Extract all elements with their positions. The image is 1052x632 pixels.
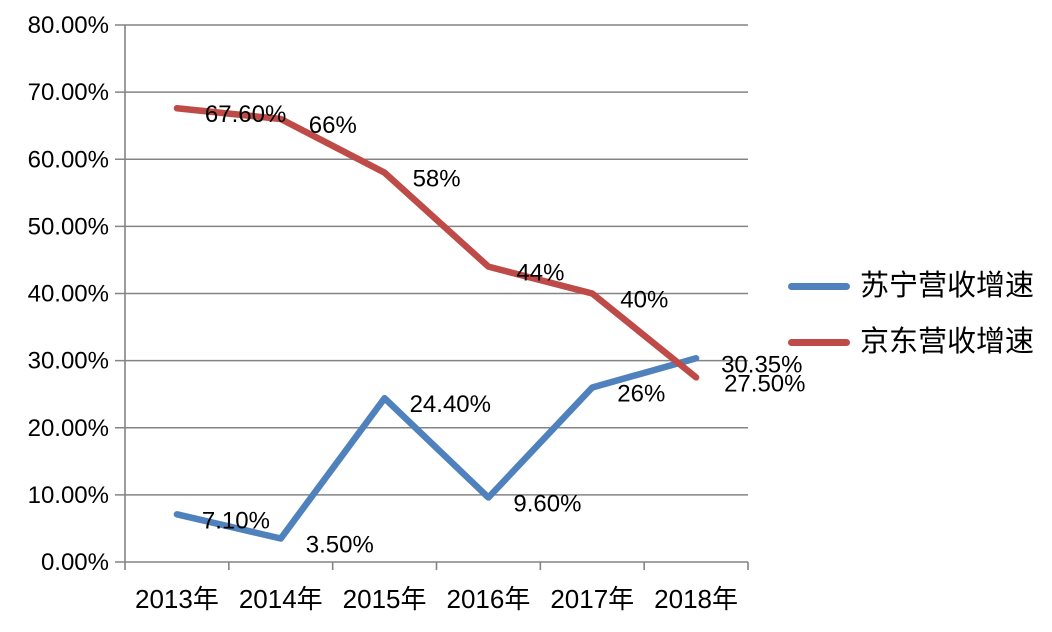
data-label-series-0: 7.10% [202,507,270,534]
data-label-series-1: 27.50% [724,370,805,397]
data-label-series-0: 24.40% [410,391,491,418]
series-line-0 [173,355,700,542]
legend-item-jd: 京东营收增速 [788,322,1034,362]
y-axis-tick-label: 60.00% [28,146,109,173]
legend: 苏宁营收增速 京东营收增速 [788,266,1034,362]
legend-label-suning: 苏宁营收增速 [860,269,1035,302]
x-axis-tick-label: 2015年 [343,584,427,614]
series-line-1 [173,104,700,381]
legend-label-jd: 京东营收增速 [860,325,1035,358]
x-axis-tick-label: 2016年 [446,584,530,614]
data-label-series-0: 9.60% [513,491,581,518]
y-axis-tick-label: 30.00% [28,348,109,375]
legend-line-blue-icon [788,282,850,290]
y-axis-tick-label: 50.00% [28,213,109,240]
data-label-series-1: 66% [309,112,357,139]
y-axis-tick-label: 70.00% [28,79,109,106]
data-label-series-0: 26% [617,380,665,407]
y-axis-tick-label: 20.00% [28,415,109,442]
x-axis-tick-label: 2017年 [550,584,634,614]
y-axis-tick-label: 40.00% [28,281,109,308]
y-axis-tick-label: 80.00% [28,12,109,39]
y-axis-tick-label: 10.00% [28,482,109,509]
data-label-series-0: 3.50% [306,532,374,559]
legend-item-suning: 苏宁营收增速 [788,266,1034,306]
legend-line-red-icon [788,338,850,346]
data-label-series-1: 58% [413,166,461,193]
data-label-series-1: 40% [620,287,668,314]
y-axis-tick-label: 0.00% [41,549,109,576]
x-axis-tick-label: 2014年 [239,584,323,614]
x-axis-tick-label: 2018年 [654,584,738,614]
x-axis-tick-label: 2013年 [135,584,219,614]
data-label-series-1: 67.60% [205,101,286,128]
data-label-series-1: 44% [516,260,564,287]
data-label-series-0: 30.35% [721,351,802,378]
